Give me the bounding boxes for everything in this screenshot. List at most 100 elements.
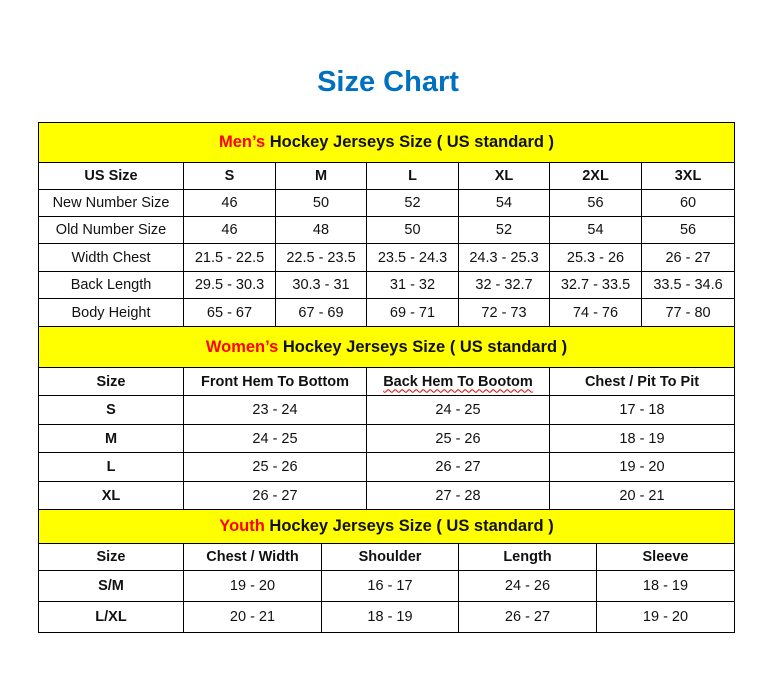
column-header: Chest / Pit To Pit: [548, 367, 736, 396]
row-label: Body Height: [38, 298, 184, 327]
column-header: Back Hem To Bootom: [366, 367, 550, 396]
column-header: S: [183, 162, 276, 190]
table-row: L 25 - 26 26 - 27 19 - 20: [38, 452, 736, 482]
table-cell: 18 - 19: [321, 601, 459, 633]
table-cell: 19 - 20: [183, 570, 322, 602]
table-cell: 52: [458, 216, 550, 244]
table-cell: 29.5 - 30.3: [183, 271, 276, 299]
table-cell: 18 - 19: [595, 570, 736, 602]
row-label: S/M: [38, 570, 184, 602]
column-header: US Size: [38, 162, 184, 190]
table-cell: 65 - 67: [183, 298, 276, 327]
row-label: S: [38, 395, 184, 425]
youth-size-table: Youth Hockey Jerseys Size ( US standard …: [37, 509, 736, 633]
table-cell: 77 - 80: [640, 298, 736, 327]
table-cell: 60: [640, 189, 736, 217]
row-label: L/XL: [38, 601, 184, 633]
table-cell: 26 - 27: [640, 243, 736, 272]
table-cell: 50: [275, 189, 367, 217]
table-cell: 46: [183, 189, 276, 217]
table-cell: 54: [458, 189, 550, 217]
table-row: Body Height 65 - 67 67 - 69 69 - 71 72 - 73 7…: [38, 298, 736, 327]
section-heading-highlight: Youth: [219, 517, 265, 535]
table-cell: 24 - 25: [366, 395, 550, 425]
table-cell: 26 - 27: [366, 452, 550, 482]
table-cell: 26 - 27: [458, 601, 597, 633]
table-cell: 26 - 27: [183, 481, 367, 510]
column-header: Chest / Width: [183, 543, 322, 571]
table-row: L/XL 20 - 21 18 - 19 26 - 27 19 - 20: [38, 601, 736, 633]
header-row: US Size S M L XL 2XL 3XL: [38, 162, 736, 190]
table-cell: 30.3 - 31: [275, 271, 367, 299]
table-cell: 24 - 26: [458, 570, 597, 602]
table-row: Width Chest 21.5 - 22.5 22.5 - 23.5 23.5 - …: [38, 243, 736, 272]
table-row: Back Length 29.5 - 30.3 30.3 - 31 31 - 32 32…: [38, 271, 736, 299]
table-cell: 18 - 19: [548, 424, 736, 453]
table-cell: 67 - 69: [275, 298, 367, 327]
table-cell: 52: [366, 189, 459, 217]
section-heading: Youth Hockey Jerseys Size ( US standard …: [37, 509, 736, 544]
column-header: Size: [38, 367, 184, 396]
section-heading: Women’s Hockey Jerseys Size ( US standar…: [37, 326, 736, 368]
table-row: M 24 - 25 25 - 26 18 - 19: [38, 424, 736, 453]
table-cell: 20 - 21: [183, 601, 322, 633]
table-cell: 17 - 18: [548, 395, 736, 425]
table-cell: 19 - 20: [548, 452, 736, 482]
section-heading: Men’s Hockey Jerseys Size ( US standard …: [37, 122, 736, 163]
column-header: 3XL: [640, 162, 736, 190]
table-cell: 23.5 - 24.3: [366, 243, 459, 272]
table-row: XL 26 - 27 27 - 28 20 - 21: [38, 481, 736, 510]
table-cell: 46: [183, 216, 276, 244]
table-cell: 31 - 32: [366, 271, 459, 299]
row-label: Back Length: [38, 271, 184, 299]
row-label: XL: [38, 481, 184, 510]
table-row: New Number Size 46 50 52 54 56 60: [38, 189, 736, 217]
table-cell: 33.5 - 34.6: [640, 271, 736, 299]
table-cell: 74 - 76: [549, 298, 642, 327]
table-cell: 23 - 24: [183, 395, 367, 425]
table-cell: 72 - 73: [458, 298, 550, 327]
column-header: M: [275, 162, 367, 190]
table-cell: 69 - 71: [366, 298, 459, 327]
page-title: Size Chart: [317, 66, 459, 98]
column-header: Sleeve: [595, 543, 736, 571]
section-heading-text: Hockey Jerseys Size ( US standard ): [264, 517, 554, 535]
table-cell: 32.7 - 33.5: [549, 271, 642, 299]
section-heading-highlight: Women’s: [205, 337, 279, 356]
column-header: Front Hem To Bottom: [183, 367, 367, 396]
table-row: Old Number Size 46 48 50 52 54 56: [38, 216, 736, 244]
table-cell: 25 - 26: [366, 424, 550, 453]
table-cell: 27 - 28: [366, 481, 550, 510]
column-header: XL: [458, 162, 550, 190]
table-row: S 23 - 24 24 - 25 17 - 18: [38, 395, 736, 425]
row-label: Old Number Size: [38, 216, 184, 244]
column-header: L: [366, 162, 459, 190]
row-label: New Number Size: [38, 189, 184, 217]
table-cell: 56: [640, 216, 736, 244]
table-cell: 54: [549, 216, 642, 244]
header-row: Size Front Hem To Bottom Back Hem To Booto…: [38, 367, 736, 396]
table-cell: 24.3 - 25.3: [458, 243, 550, 272]
row-label: L: [38, 452, 184, 482]
table-cell: 24 - 25: [183, 424, 367, 453]
row-label: M: [38, 424, 184, 453]
table-cell: 20 - 21: [548, 481, 736, 510]
header-row: Size Chest / Width Shoulder Length Sleeve: [38, 543, 736, 571]
table-cell: 32 - 32.7: [458, 271, 550, 299]
section-heading-text: Hockey Jerseys Size ( US standard ): [265, 133, 555, 151]
womens-size-table: Women’s Hockey Jerseys Size ( US standar…: [37, 326, 736, 510]
table-cell: 25 - 26: [183, 452, 367, 482]
table-cell: 22.5 - 23.5: [275, 243, 367, 272]
table-cell: 50: [366, 216, 459, 244]
table-cell: 48: [275, 216, 367, 244]
mens-size-table: Men’s Hockey Jerseys Size ( US standard …: [37, 122, 736, 327]
table-cell: 25.3 - 26: [549, 243, 642, 272]
row-label: Width Chest: [38, 243, 184, 272]
table-row: S/M 19 - 20 16 - 17 24 - 26 18 - 19: [38, 570, 736, 602]
table-cell: 16 - 17: [321, 570, 459, 602]
section-heading-text: Hockey Jerseys Size ( US standard ): [278, 337, 568, 356]
column-header: Size: [38, 543, 184, 571]
column-header: Shoulder: [321, 543, 459, 571]
column-header: 2XL: [549, 162, 642, 190]
column-header: Length: [458, 543, 597, 571]
